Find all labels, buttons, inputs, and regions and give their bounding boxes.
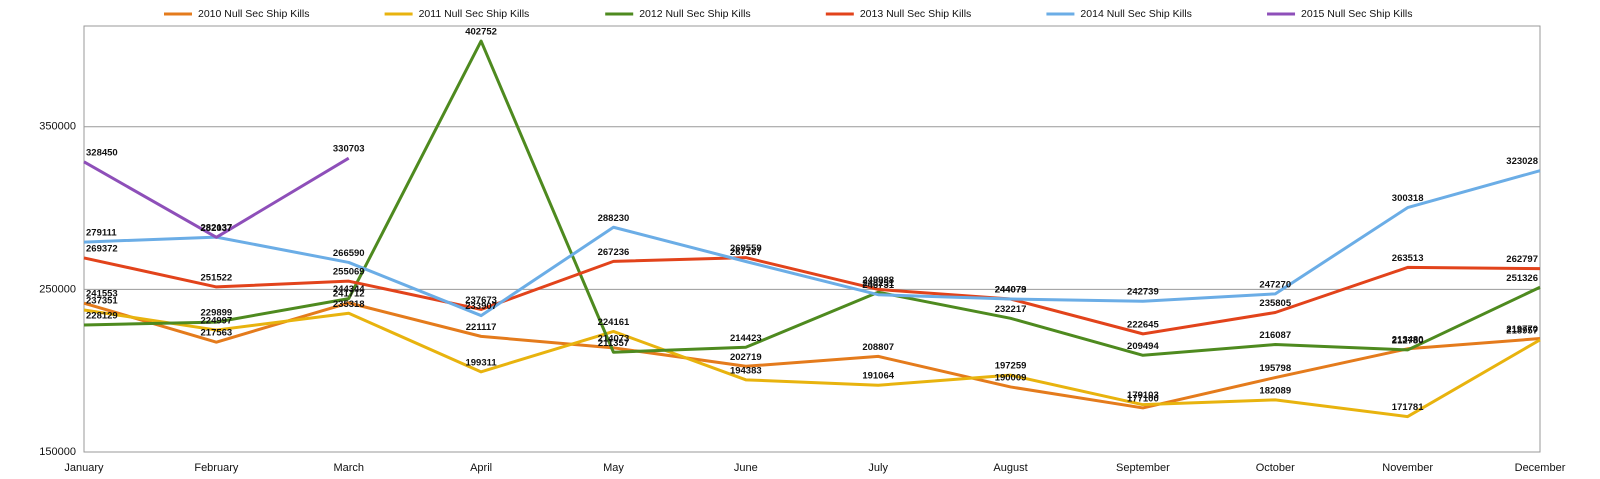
data-label: 269559 [730,243,762,254]
data-label: 251326 [1506,273,1538,284]
legend-label: 2014 Null Sec Ship Kills [1080,8,1191,20]
data-label: 282037 [201,223,233,234]
x-tick-label: December [1515,462,1566,474]
data-label: 255069 [333,267,365,278]
data-label: 251522 [201,272,233,283]
data-label: 269372 [86,243,118,254]
data-label: 190009 [995,372,1027,383]
data-label: 402752 [465,27,497,38]
data-label: 217563 [201,328,233,339]
data-label: 244073 [995,285,1027,296]
x-tick-label: April [470,462,492,474]
data-label: 235805 [1259,298,1291,309]
data-label: 182089 [1259,385,1291,396]
x-tick-label: October [1256,462,1295,474]
y-tick-label: 150000 [39,446,76,458]
x-tick-label: February [194,462,239,474]
x-tick-label: March [333,462,364,474]
data-label: 279111 [86,228,117,239]
data-label: 213480 [1392,334,1424,345]
series-line [83,308,1541,419]
y-tick-label: 350000 [39,121,76,133]
data-label: 267167 [730,247,762,258]
series-line [83,39,1541,357]
data-label: 249988 [862,275,894,286]
series-line [83,301,1541,410]
data-label: 214073 [598,333,630,344]
data-label: 222645 [1127,319,1159,330]
plot-area [83,25,1541,453]
data-label: 237673 [465,295,497,306]
series-line [83,169,1541,318]
data-label: 195798 [1259,363,1291,374]
data-label: 263513 [1392,253,1424,264]
data-label: 323028 [1506,156,1538,167]
legend-label: 2010 Null Sec Ship Kills [198,8,309,20]
data-label: 267236 [598,247,630,258]
data-label: 197259 [995,361,1027,372]
data-label: 202719 [730,352,762,363]
x-tick-label: January [64,462,104,474]
data-label: 282137 [201,223,233,234]
data-label: 232217 [995,304,1027,315]
data-label: 288230 [598,213,630,224]
x-tick-label: August [993,462,1027,474]
y-tick-label: 250000 [39,283,76,295]
legend-label: 2015 Null Sec Ship Kills [1301,8,1412,20]
legend-label: 2011 Null Sec Ship Kills [419,8,530,20]
data-label: 247270 [1259,279,1291,290]
data-label: 244079 [995,285,1027,296]
data-label: 194383 [730,365,762,376]
series-line [83,256,1541,336]
x-tick-label: May [603,462,624,474]
data-label: 266590 [333,248,365,259]
data-label: 241712 [333,288,365,299]
data-label: 241553 [86,289,118,300]
data-label: 177100 [1127,393,1159,404]
x-tick-label: September [1116,462,1170,474]
data-label: 171781 [1392,402,1424,413]
data-label: 300318 [1392,193,1424,204]
data-label: 216087 [1259,330,1291,341]
data-label: 218957 [1506,325,1538,336]
x-tick-label: July [868,462,888,474]
data-label: 244344 [333,284,365,295]
data-label: 224161 [598,317,630,328]
data-label: 219770 [1506,324,1538,335]
data-label: 228129 [86,310,118,321]
data-label: 191064 [862,371,894,382]
legend-label: 2012 Null Sec Ship Kills [639,8,750,20]
data-label: 328450 [86,147,118,158]
data-label: 246731 [862,280,894,291]
data-label: 212780 [1392,335,1424,346]
x-tick-label: November [1382,462,1433,474]
data-label: 248251 [862,278,894,289]
data-label: 224997 [201,316,233,327]
data-label: 211357 [598,338,629,349]
data-label: 242739 [1127,287,1159,298]
data-label: 199311 [465,357,497,368]
legend-label: 2013 Null Sec Ship Kills [860,8,971,20]
x-tick-label: June [734,462,758,474]
data-label: 262797 [1506,254,1538,265]
data-label: 221117 [466,322,497,333]
data-label: 237351 [86,295,118,306]
data-label: 330703 [333,144,365,155]
data-label: 179103 [1127,390,1159,401]
data-label: 233907 [465,301,497,312]
data-label: 208807 [862,342,894,353]
data-label: 209494 [1127,341,1159,352]
data-label: 229899 [201,308,233,319]
series-line [83,156,350,239]
data-label: 214423 [730,333,762,344]
data-label: 235318 [333,299,365,310]
